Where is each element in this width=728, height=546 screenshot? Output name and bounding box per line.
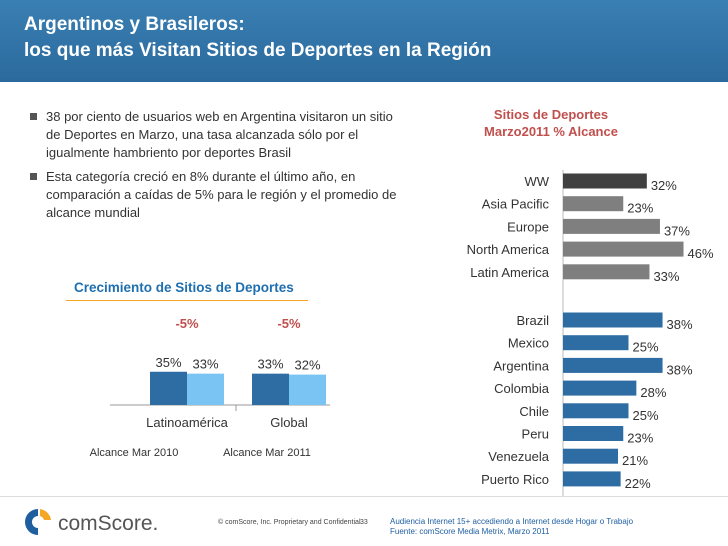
slide-title-line1: Argentinos y Brasileros: [24,14,245,35]
page-number: 33 [360,519,368,526]
reach-chart-bar [563,241,684,257]
reach-chart-value-label: 23% [627,201,653,216]
reach-chart-bar [563,403,629,419]
mini-chart-value-label: 33% [257,357,283,372]
reach-chart-value-label: 25% [633,340,659,355]
mini-chart-bar [252,373,289,405]
reach-chart-value-label: 37% [664,223,690,238]
reach-chart-value-label: 38% [667,317,693,332]
reach-chart-value-label: 46% [688,246,714,261]
reach-chart-value-label: 28% [640,385,666,400]
mini-chart-value-label: 35% [155,355,181,370]
comscore-logo: comScore. [25,509,158,535]
reach-chart-value-label: 38% [667,362,693,377]
reach-chart-category-label: Colombia [494,381,550,396]
reach-chart-category-label: WW [524,174,549,189]
mini-chart-legend-label: Alcance Mar 2010 [90,447,179,459]
source-line-1: Audiencia Internet 15+ accediendo a Inte… [390,517,634,526]
reach-chart-category-label: Venezuela [488,449,549,464]
copyright-text: © comScore, Inc. Proprietary and Confide… [218,519,363,526]
bullet-item: Esta categoría creció en 8% durante el ú… [30,168,410,222]
reach-chart-category-label: North America [467,242,550,257]
reach-chart-bar [563,357,663,373]
comscore-logo-icon-accent [40,509,51,520]
reach-chart-category-label: Latin America [470,265,550,280]
slide-header: Argentinos y Brasileros: los que más Vis… [0,0,728,82]
mini-chart-change-label: -5% [277,316,301,331]
reach-chart-title-line1: Sitios de Deportes [493,107,609,122]
reach-chart-bar [563,335,629,351]
reach-chart-title-line2: Marzo2011 % Alcance [484,124,618,139]
mini-chart-title: Crecimiento de Sitios de Deportes [74,280,294,295]
reach-chart-bar [563,448,619,464]
mini-chart-category-label: Global [270,415,308,430]
reach-chart-bar [563,173,647,189]
mini-chart-title-underline [66,300,308,301]
reach-chart-category-label: Chile [519,404,549,419]
mini-chart-category-label: Latinoamérica [146,415,228,430]
reach-chart-bar [563,380,637,396]
reach-chart-category-label: Puerto Rico [481,472,549,487]
slide-title-line2: los que más Visitan Sitios de Deportes e… [24,40,492,61]
bullet-item: 38 por ciento de usuarios web en Argenti… [30,108,410,162]
mini-chart-change-label: -5% [175,316,199,331]
mini-chart-value-label: 33% [192,357,218,372]
mini-chart-legend-label: Alcance Mar 2011 [223,447,311,459]
reach-chart-category-label: Argentina [493,358,549,373]
reach-chart-bar [563,471,621,487]
reach-chart-value-label: 21% [622,453,648,468]
reach-chart-category-label: Brazil [516,313,549,328]
reach-chart-value-label: 25% [633,408,659,423]
reach-chart-value-label: 22% [625,476,651,491]
mini-chart-bar [187,373,224,405]
comscore-logo-icon [25,509,38,535]
reach-chart-bar [563,312,663,328]
reach-chart-bar [563,196,624,212]
bullet-list: 38 por ciento de usuarios web en Argenti… [30,108,410,228]
comscore-logo-text: comScore. [58,512,158,535]
mini-chart-bar [289,374,326,405]
reach-chart-category-label: Europe [507,219,549,234]
reach-chart-bar [563,218,660,234]
mini-chart-bar [150,371,187,405]
reach-chart-value-label: 32% [651,178,677,193]
reach-chart-category-label: Asia Pacific [482,197,550,212]
reach-chart-value-label: 23% [627,431,653,446]
source-note: Audiencia Internet 15+ accediendo a Inte… [390,517,633,537]
reach-chart-title: Sitios de Deportes Marzo2011 % Alcance [476,106,626,140]
footer-divider [0,496,728,497]
mini-chart-value-label: 32% [294,358,320,373]
reach-chart-category-label: Peru [522,427,549,442]
reach-chart-category-label: Mexico [508,336,549,351]
source-line-2: Fuente: comScore Media Metrix, Marzo 201… [390,527,550,536]
reach-chart-bar [563,426,624,441]
reach-chart-value-label: 33% [653,269,679,284]
reach-chart-bar [563,264,650,280]
